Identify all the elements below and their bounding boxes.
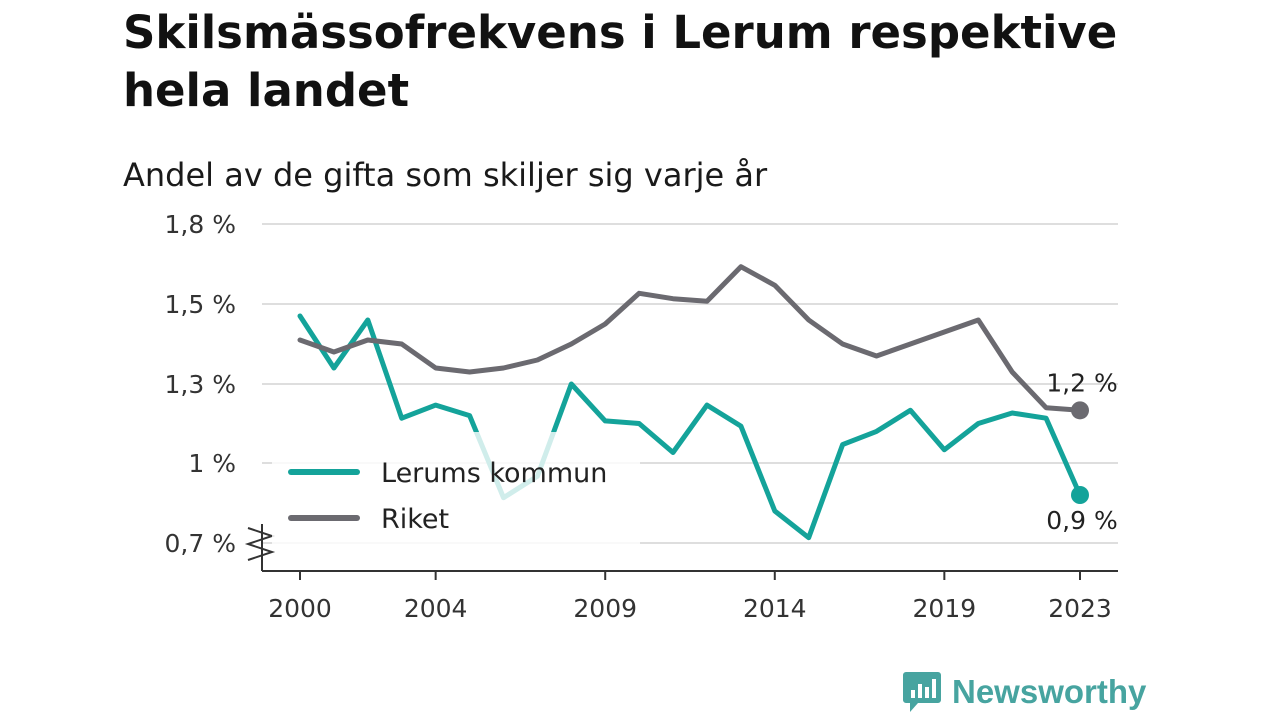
newsworthy-logo-icon: [903, 672, 941, 712]
end-labels: 0,9 % 1,2 %: [1046, 368, 1117, 535]
newsworthy-brand: Newsworthy: [902, 670, 1146, 714]
series-lines: [297, 264, 1089, 541]
y-tick-label: 1,5 %: [165, 290, 236, 319]
y-tick-label: 1,3 %: [165, 370, 236, 399]
end-label: 1,2 %: [1046, 368, 1117, 397]
legend-background: [272, 432, 640, 544]
axis-break-icon: [244, 527, 276, 561]
series-end-point: [1071, 401, 1089, 420]
y-tick-label: 0,7 %: [165, 529, 236, 558]
legend: Lerums kommun Riket: [272, 432, 640, 544]
x-tick-label: 2009: [573, 594, 637, 623]
x-tick-label: 2004: [404, 594, 468, 623]
end-label: 0,9 %: [1046, 506, 1117, 535]
series-line-lerum: [297, 313, 1083, 541]
chart-subtitle: Andel av de gifta som skiljer sig varje …: [123, 156, 768, 194]
x-axis: 2000 2004 2009 2014 2019 2023: [244, 524, 1118, 623]
legend-label: Riket: [381, 504, 449, 535]
x-tick-label: 2000: [268, 594, 332, 623]
y-axis-tick-labels: 0,7 % 1 % 1,3 % 1,5 % 1,8 %: [165, 210, 236, 558]
y-tick-label: 1 %: [188, 449, 236, 478]
x-tick-label: 2019: [913, 594, 977, 623]
brand-name: Newsworthy: [952, 673, 1147, 710]
x-tick-label: 2014: [743, 594, 807, 623]
y-tick-label: 1,8 %: [165, 210, 236, 239]
x-tick-label: 2023: [1048, 594, 1112, 623]
series-end-point: [1071, 486, 1089, 504]
series-line-riket: [297, 264, 1083, 413]
chart-title: Skilsmässofrekvens i Lerum respektive he…: [123, 6, 1118, 117]
legend-label: Lerums kommun: [381, 458, 607, 489]
